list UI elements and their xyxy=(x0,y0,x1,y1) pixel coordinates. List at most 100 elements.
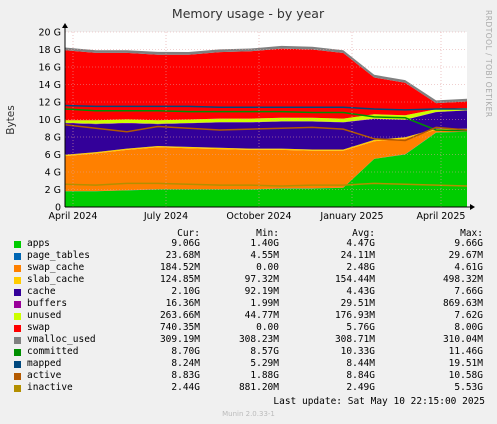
area-vmalloc-used xyxy=(65,45,467,104)
legend-label: apps xyxy=(27,238,50,249)
legend-label: swap xyxy=(27,322,50,333)
y-tick-label: 18 G xyxy=(39,45,61,56)
grid-lines xyxy=(65,31,467,207)
legend-min-value: 0.00 xyxy=(256,322,279,333)
legend-max-value: 29.67M xyxy=(448,250,483,261)
legend-avg-value: 4.43G xyxy=(346,286,375,297)
legend-swatch xyxy=(14,361,21,368)
legend-max-value: 9.66G xyxy=(454,238,483,249)
legend-max-value: 310.04M xyxy=(442,334,483,345)
legend-cur-value: 16.36M xyxy=(165,298,200,309)
rrdtool-watermark: RRDTOOL / TOBI OETIKER xyxy=(484,10,493,118)
legend-label: committed xyxy=(27,346,79,357)
legend-swatch xyxy=(14,277,21,284)
legend-max-value: 5.53G xyxy=(454,382,483,393)
legend-min-value: 4.55M xyxy=(250,250,279,261)
legend-min-value: 1.40G xyxy=(250,238,279,249)
legend-avg-value: 8.84G xyxy=(346,370,375,381)
x-tick-label: October 2024 xyxy=(226,211,291,222)
legend-swatch xyxy=(14,241,21,248)
legend-max-value: 498.32M xyxy=(442,274,483,285)
legend-label: inactive xyxy=(27,382,73,393)
legend-min-value: 308.23M xyxy=(238,334,279,345)
legend-cur-value: 740.35M xyxy=(159,322,200,333)
legend-avg-value: 5.76G xyxy=(346,322,375,333)
legend-cur-value: 8.24M xyxy=(171,358,200,369)
chart-title: Memory usage - by year xyxy=(172,6,325,21)
x-tick-label: January 2025 xyxy=(319,211,383,222)
legend-min-value: 44.77M xyxy=(244,310,279,321)
legend-avg-value: 308.71M xyxy=(334,334,375,345)
legend-swatch xyxy=(14,301,21,308)
legend-swatch xyxy=(14,373,21,380)
legend-cur-value: 8.70G xyxy=(171,346,200,357)
line-inactive xyxy=(64,182,468,187)
y-tick-label: 4 G xyxy=(45,168,61,179)
legend-min-value: 1.99M xyxy=(250,298,279,309)
legend-label: buffers xyxy=(27,298,68,309)
legend-max-value: 7.66G xyxy=(454,286,483,297)
legend-swatch xyxy=(14,337,21,344)
legend-label: active xyxy=(27,370,62,381)
legend-min-value: 881.20M xyxy=(238,382,279,393)
legend-min-value: 0.00 xyxy=(256,262,279,273)
area-cache xyxy=(65,110,467,155)
area-apps xyxy=(65,131,467,207)
area-unused xyxy=(65,108,467,124)
memory-chart: Memory usage - by year Bytes 0 2 G 4 G 6 G 8… xyxy=(5,6,475,222)
munin-version: Munin 2.0.33-1 xyxy=(222,410,275,418)
legend-cur-value: 263.66M xyxy=(159,310,200,321)
legend-avg-value: 8.44M xyxy=(346,358,375,369)
legend-max-value: 4.61G xyxy=(454,262,483,273)
series-lines xyxy=(64,104,468,187)
last-update: Last update: Sat May 10 22:15:00 2025 xyxy=(273,396,485,407)
x-tick-label: April 2025 xyxy=(417,211,466,222)
legend-max-value: 19.51M xyxy=(448,358,483,369)
legend-label: mapped xyxy=(27,358,62,369)
y-tick-label: 14 G xyxy=(39,80,61,91)
legend-min-value: 8.57G xyxy=(250,346,279,357)
legend-avg-value: 29.51M xyxy=(340,298,375,309)
area-swap-cache xyxy=(65,129,467,192)
legend-cur-value: 8.83G xyxy=(171,370,200,381)
legend-swatch xyxy=(14,349,21,356)
legend-min-value: 5.29M xyxy=(250,358,279,369)
legend-avg-value: 4.47G xyxy=(346,238,375,249)
y-tick-label: 8 G xyxy=(45,133,61,144)
legend-cur-value: 2.44G xyxy=(171,382,200,393)
legend-avg-value: 2.49G xyxy=(346,382,375,393)
legend-header-avg: Avg: xyxy=(352,228,375,239)
line-committed xyxy=(64,108,468,132)
legend-avg-value: 24.11M xyxy=(340,250,375,261)
legend-swatch xyxy=(14,313,21,320)
x-tick-label: April 2024 xyxy=(49,211,98,222)
legend-label: vmalloc_used xyxy=(27,334,96,345)
legend-min-value: 97.32M xyxy=(244,274,279,285)
legend-header-cur: Cur: xyxy=(177,228,200,239)
y-tick-label: 12 G xyxy=(39,98,61,109)
legend-label: page_tables xyxy=(27,250,90,261)
legend-cur-value: 2.10G xyxy=(171,286,200,297)
y-tick-label: 10 G xyxy=(39,115,61,126)
y-tick-label: 0 xyxy=(55,203,61,214)
legend-cur-value: 124.85M xyxy=(159,274,200,285)
legend-max-value: 10.58G xyxy=(448,370,483,381)
line-mapped xyxy=(64,104,467,111)
legend-swatch xyxy=(14,253,21,260)
x-axis-arrow xyxy=(470,204,475,210)
legend-header-min: Min: xyxy=(256,228,279,239)
line-active xyxy=(64,124,468,142)
legend-swatch xyxy=(14,289,21,296)
legend-avg-value: 154.44M xyxy=(334,274,375,285)
legend-label: unused xyxy=(27,310,62,321)
legend-max-value: 7.62G xyxy=(454,310,483,321)
legend-max-value: 8.00G xyxy=(454,322,483,333)
legend-max-value: 11.46G xyxy=(448,346,483,357)
x-tick-labels: April 2024 July 2024 October 2024 January 2… xyxy=(49,211,466,222)
legend-header-max: Max: xyxy=(460,228,483,239)
legend-min-value: 1.88G xyxy=(250,370,279,381)
y-tick-label: 2 G xyxy=(45,185,61,196)
y-tick-label: 16 G xyxy=(39,63,61,74)
legend-cur-value: 9.06G xyxy=(171,238,200,249)
legend-swatch xyxy=(14,325,21,332)
